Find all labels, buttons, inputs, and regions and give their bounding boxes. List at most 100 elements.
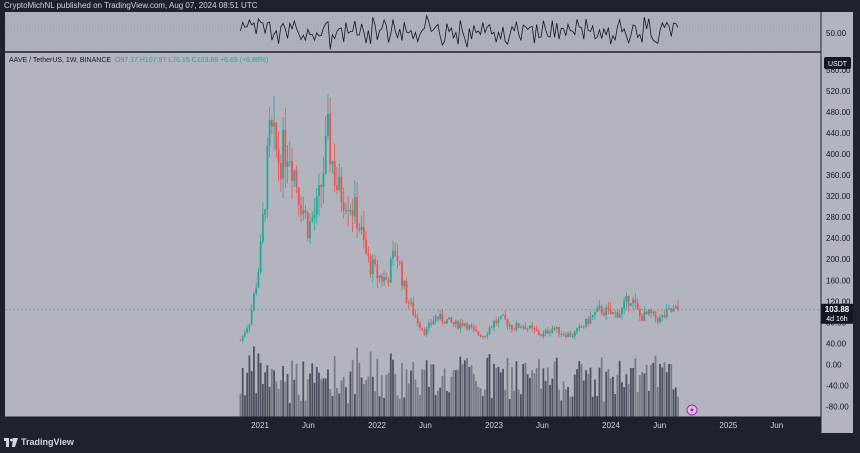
volume-bar	[558, 389, 560, 417]
candle-body	[481, 336, 484, 337]
currency-label: USDT	[828, 61, 848, 68]
candle-body	[600, 306, 603, 313]
candle-body	[253, 293, 255, 311]
time-axis[interactable]	[5, 417, 821, 433]
candle-body	[475, 329, 477, 332]
candle-body	[598, 306, 601, 309]
y-tick-label: 560.00	[826, 66, 851, 75]
chart-area[interactable]	[5, 12, 853, 433]
volume-bar	[369, 351, 372, 417]
volume-bar	[598, 367, 601, 417]
volume-bar	[466, 358, 468, 417]
symbol-name: AAVE / TetherUS, 1W, BINANCE	[9, 57, 112, 64]
volume-bar	[652, 362, 655, 417]
volume-bar	[439, 387, 442, 417]
candle-body	[544, 330, 547, 334]
volume-bar	[603, 401, 605, 417]
candle-body	[674, 306, 677, 309]
legend-change: +6.69 (+6.88%)	[220, 57, 269, 64]
candle-body	[248, 324, 251, 329]
candle-body	[358, 228, 361, 231]
candle-body	[636, 302, 639, 309]
volume-bar	[253, 346, 255, 417]
candle-body	[295, 170, 298, 188]
candle-body	[513, 329, 516, 331]
candle-body	[244, 332, 246, 336]
volume-bar	[452, 369, 455, 417]
volume-bar	[356, 347, 359, 417]
volume-bar	[497, 366, 500, 417]
volume-bar	[659, 363, 661, 417]
volume-bar	[531, 370, 534, 417]
volume-bar	[614, 394, 617, 417]
volume-bar	[430, 364, 433, 417]
volume-bar	[544, 380, 547, 417]
candle-body	[459, 322, 462, 329]
currency-badge[interactable]	[824, 57, 851, 69]
candle-body	[645, 311, 648, 315]
volume-bar	[607, 368, 610, 417]
symbol-legend: AAVE / TetherUS, 1W, BINANCE O97.17 H107…	[9, 57, 268, 64]
x-tick-label: 2023	[485, 421, 503, 430]
price-axis[interactable]: 560.00 520.00 480.00 440.00 400.00 360.00 320.…	[826, 66, 851, 412]
candle-body	[603, 312, 605, 315]
volume-bar	[580, 364, 583, 417]
volume-bar	[414, 379, 417, 417]
volume-bar	[645, 364, 648, 417]
candle-body	[454, 320, 457, 325]
volume-bar	[479, 388, 482, 417]
legend-open: O97.17	[114, 57, 138, 64]
time-axis-labels: 2021 Jun 2022 Jun 2023 Jun 2024 Jun 2025 Jun	[251, 421, 783, 430]
x-tick-label: Jun	[653, 421, 666, 430]
candle-body	[625, 295, 628, 302]
candle-body	[270, 120, 273, 127]
candle-body	[484, 336, 486, 337]
volume-bar	[410, 370, 412, 417]
candle-body	[452, 322, 455, 325]
y-tick-label: 520.00	[826, 87, 851, 96]
volume-bar	[504, 390, 507, 417]
volume-bar	[582, 380, 585, 417]
candle-body	[609, 309, 612, 315]
x-tick-label: 2025	[719, 421, 737, 430]
volume-bar	[398, 398, 401, 417]
volume-bars	[239, 346, 679, 417]
candle-body	[322, 173, 325, 187]
volume-bar	[441, 375, 444, 417]
candle-body	[665, 309, 668, 318]
volume-bar	[443, 368, 446, 417]
volume-bar	[567, 386, 569, 417]
candle-body	[569, 333, 572, 337]
volume-bar	[445, 390, 448, 417]
candle-body	[259, 241, 262, 273]
candle-body	[607, 307, 610, 310]
volume-bar	[275, 381, 278, 417]
candle-body	[273, 122, 276, 127]
rsi-grid	[5, 15, 821, 50]
volume-bar	[560, 400, 563, 417]
candle-body	[677, 306, 679, 310]
volume-bar	[647, 390, 650, 417]
candle-body	[401, 262, 403, 287]
volume-bar	[587, 373, 590, 417]
volume-bar	[513, 390, 516, 417]
volume-bar	[463, 360, 466, 417]
candles	[239, 94, 679, 344]
volume-bar	[589, 367, 592, 417]
tradingview-logo[interactable]: TradingView	[4, 437, 74, 447]
volume-bar	[432, 364, 435, 417]
candle-body	[504, 315, 507, 320]
volume-bar	[481, 395, 484, 417]
candle-body	[578, 326, 581, 329]
candle-body	[668, 308, 670, 310]
candle-body	[392, 250, 394, 259]
volume-bar	[261, 384, 264, 417]
volume-bar	[537, 359, 540, 417]
candle-body	[497, 319, 500, 324]
candle-body	[255, 287, 258, 294]
candle-body	[486, 334, 489, 337]
candle-body	[383, 277, 385, 282]
volume-bar	[542, 368, 545, 417]
volume-bar	[412, 361, 415, 417]
